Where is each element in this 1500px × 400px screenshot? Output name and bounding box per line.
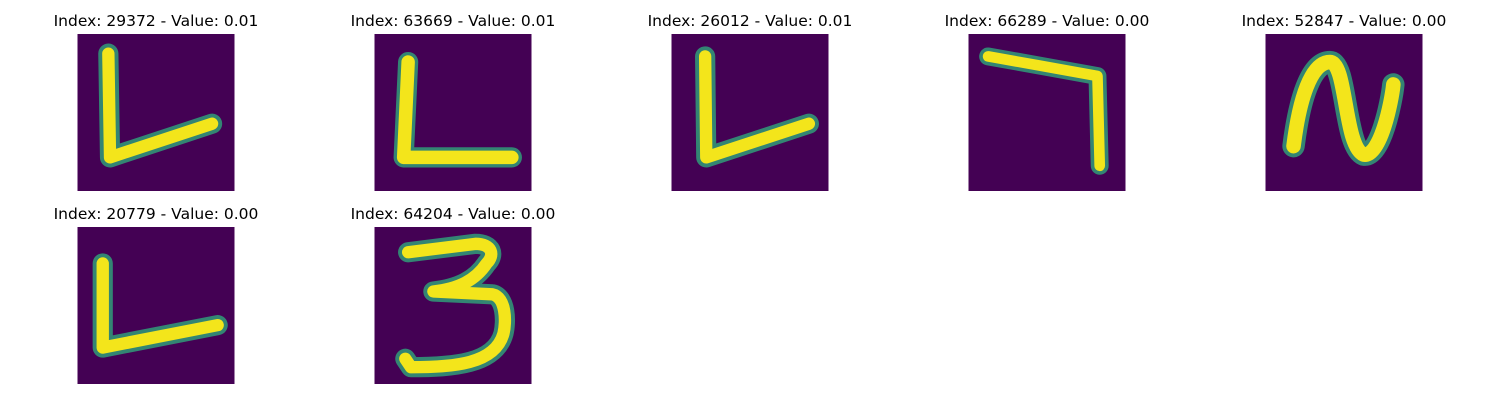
glyph-stroke <box>96 257 224 354</box>
digit-image <box>374 227 532 384</box>
digit-image <box>968 34 1126 191</box>
panel-title: Index: 20779 - Value: 0.00 <box>53 205 259 223</box>
glyph-stroke <box>982 51 1106 172</box>
glyph-stroke <box>102 47 219 164</box>
glyph-stroke <box>396 55 519 165</box>
glyph-stroke <box>399 237 512 374</box>
panel-title: Index: 63669 - Value: 0.01 <box>350 12 556 30</box>
glyph-stroke <box>1286 54 1401 162</box>
panel-title: Index: 29372 - Value: 0.01 <box>53 12 259 30</box>
image-background <box>671 34 829 191</box>
glyph-stroke <box>698 50 816 164</box>
digit-image <box>77 227 235 384</box>
panel-title: Index: 26012 - Value: 0.01 <box>647 12 853 30</box>
panel-title: Index: 52847 - Value: 0.00 <box>1241 12 1447 30</box>
digit-image <box>374 34 532 191</box>
digit-image <box>1265 34 1423 191</box>
panel-title: Index: 66289 - Value: 0.00 <box>944 12 1150 30</box>
digit-image <box>77 34 235 191</box>
digit-image <box>671 34 829 191</box>
panel-title: Index: 64204 - Value: 0.00 <box>350 205 556 223</box>
